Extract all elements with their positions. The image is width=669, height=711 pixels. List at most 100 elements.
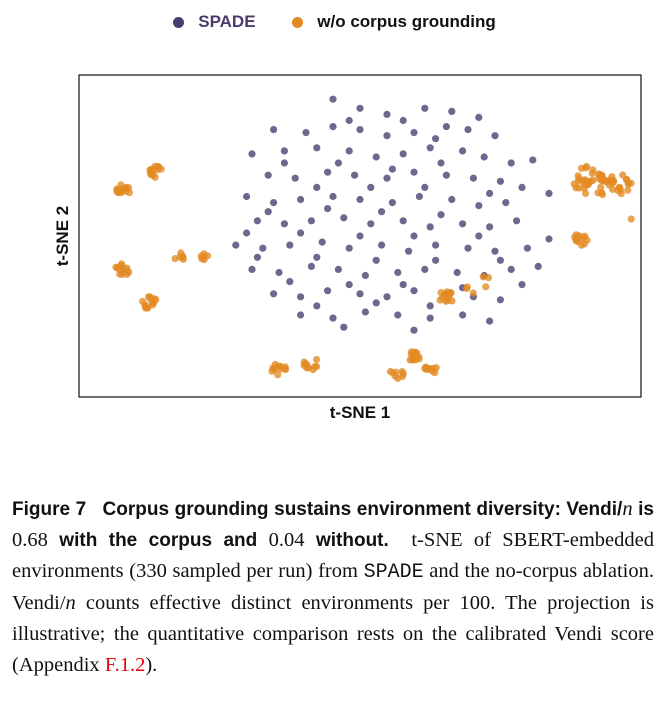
spade-point	[405, 247, 413, 255]
spade-point	[513, 217, 521, 225]
no-corpus-point	[411, 356, 420, 364]
spade-point	[372, 299, 380, 307]
spade-point	[448, 195, 456, 204]
no-corpus-point	[122, 187, 130, 195]
spade-point	[507, 159, 515, 167]
spade-point	[270, 126, 278, 134]
spade-point	[307, 262, 315, 270]
no-corpus-point	[268, 367, 276, 375]
spade-point	[297, 195, 305, 204]
spade-point	[313, 302, 321, 310]
no-corpus-point	[578, 241, 586, 249]
no-corpus-point	[484, 274, 493, 282]
spade-point	[307, 217, 315, 225]
spade-point	[496, 296, 504, 304]
spade-point	[534, 262, 542, 270]
spade-point	[324, 205, 332, 213]
no-corpus-point	[469, 289, 477, 297]
no-corpus-point	[582, 164, 590, 172]
appendix-link[interactable]: F.1.2	[104, 654, 146, 676]
spade-point	[388, 199, 396, 207]
no-corpus-point	[609, 185, 617, 193]
spade-point	[529, 156, 537, 164]
no-corpus-point	[303, 364, 311, 372]
spade-point	[432, 241, 440, 249]
spade-point	[248, 265, 256, 273]
caption-p1a: Vendi/	[566, 499, 623, 520]
spade-point	[356, 290, 364, 298]
spade-point	[291, 174, 299, 182]
legend-swatch-spade	[173, 16, 185, 28]
spade-point	[410, 326, 418, 334]
spade-point	[518, 183, 526, 191]
caption-body-4: ).	[145, 654, 158, 676]
legend-swatch-no-corpus	[292, 16, 304, 28]
spade-point	[491, 132, 499, 140]
spade-point	[378, 208, 386, 216]
spade-point	[253, 253, 261, 261]
no-corpus-point	[605, 176, 613, 184]
spade-point	[518, 281, 526, 289]
spade-point	[324, 287, 332, 295]
spade-point	[356, 126, 364, 134]
spade-point	[302, 129, 310, 137]
no-corpus-point	[436, 296, 444, 304]
no-corpus-point	[437, 289, 445, 297]
spade-point	[361, 271, 369, 280]
no-corpus-point	[447, 289, 455, 297]
no-corpus-point	[479, 273, 487, 281]
caption-p1c: with the corpus and	[47, 530, 269, 551]
spade-point	[399, 217, 407, 225]
no-corpus-point	[598, 171, 606, 179]
spade-point	[437, 211, 445, 219]
spade-point	[275, 268, 283, 277]
spade-point	[421, 104, 429, 112]
no-corpus-point	[113, 188, 122, 196]
spade-point	[432, 256, 440, 264]
spade-point	[442, 171, 450, 179]
spade-point	[264, 171, 272, 179]
spade-point	[545, 235, 553, 243]
no-corpus-point	[146, 293, 154, 301]
caption-body-n: n	[65, 592, 76, 614]
spade-point	[486, 223, 494, 231]
spade-point	[426, 223, 434, 231]
spade-point	[410, 168, 418, 176]
spade-point	[356, 104, 364, 112]
spade-point	[340, 323, 348, 331]
caption-body-2: and the no-corpus ablation. Vendi/	[12, 560, 654, 614]
no-corpus-point	[463, 284, 471, 292]
spade-point	[448, 107, 456, 115]
legend-item-no-corpus: w/o corpus grounding	[292, 12, 496, 32]
spade-point	[388, 165, 396, 173]
caption-body-1: t-SNE of SBERT-embedded environments (33…	[12, 529, 654, 582]
spade-point	[286, 278, 294, 286]
plot-frame	[78, 74, 642, 398]
spade-point	[469, 174, 477, 182]
spade-point	[475, 232, 483, 240]
spade-point	[270, 199, 278, 207]
spade-point	[459, 311, 467, 319]
no-corpus-point	[575, 234, 583, 242]
spade-point	[329, 192, 337, 201]
no-corpus-point	[598, 189, 606, 197]
x-axis-label: t-SNE 1	[330, 403, 390, 422]
spade-point	[280, 159, 288, 167]
no-corpus-point	[148, 298, 156, 307]
no-corpus-point	[444, 297, 452, 305]
no-corpus-point	[425, 365, 433, 373]
spade-point	[248, 150, 256, 158]
spade-point	[313, 253, 321, 261]
caption-body-3: counts effective distinct environments p…	[12, 592, 654, 676]
spade-point	[345, 147, 353, 155]
caption-value-2: 0.04	[268, 529, 305, 551]
no-corpus-point	[627, 179, 635, 187]
spade-point	[480, 153, 488, 161]
spade-point	[491, 247, 499, 255]
y-axis-label: t-SNE 2	[53, 206, 72, 266]
spade-point	[383, 132, 391, 140]
spade-point	[297, 311, 305, 319]
figure-caption: Figure 7 Corpus grounding sustains envir…	[12, 494, 654, 681]
spade-point	[426, 302, 434, 310]
spade-point	[399, 150, 407, 158]
